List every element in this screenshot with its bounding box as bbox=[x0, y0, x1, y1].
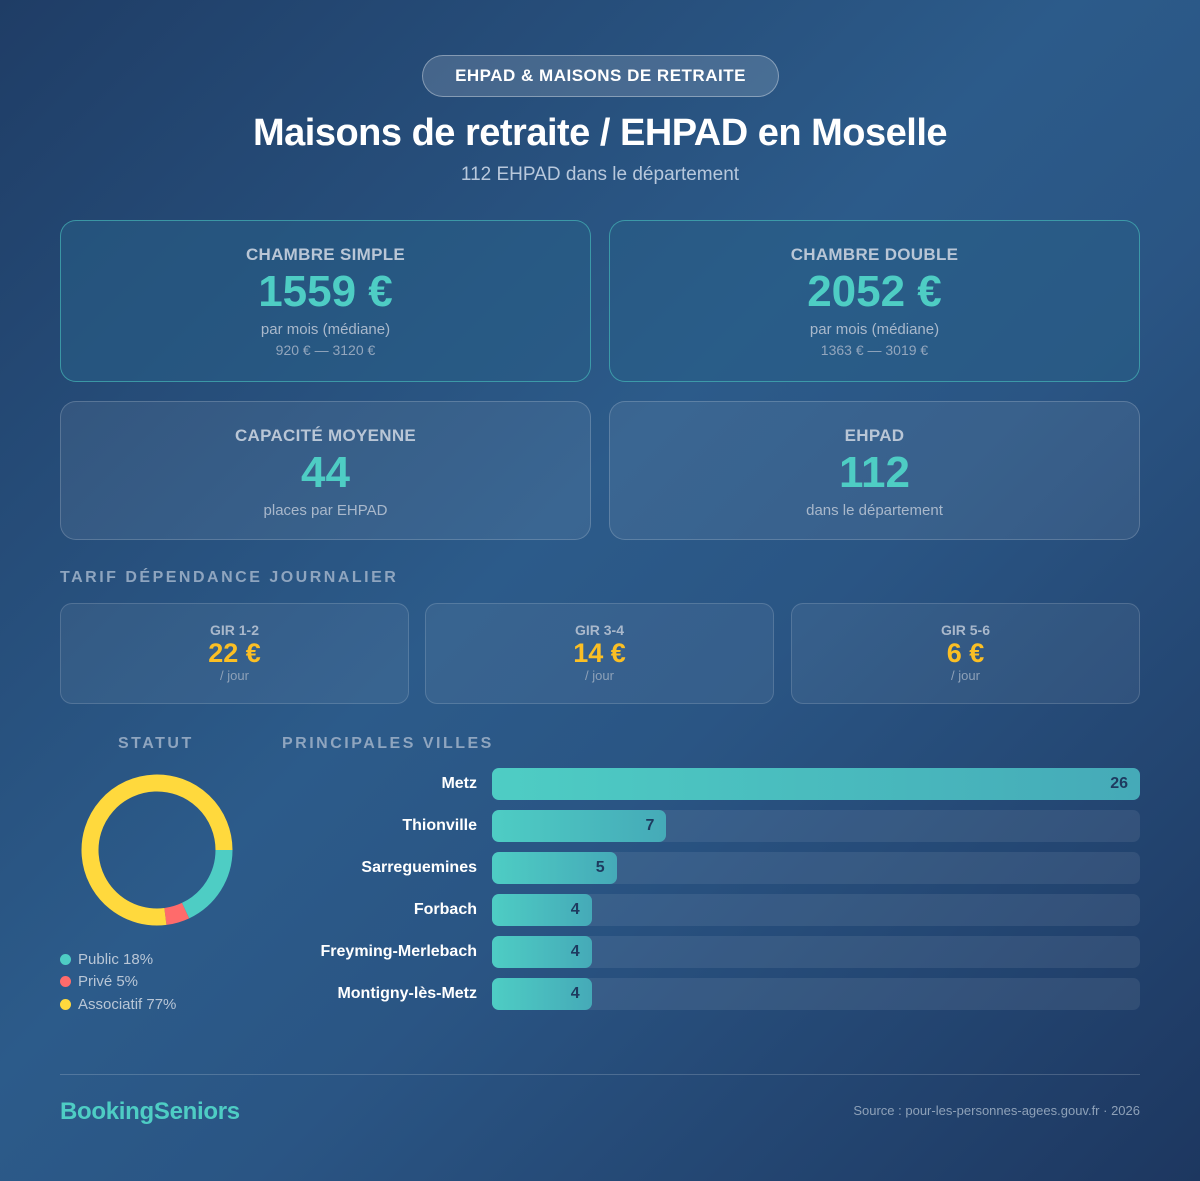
donut-slice-associatif bbox=[81, 774, 233, 926]
bar-row: Freyming-Merlebach 4 bbox=[290, 936, 1140, 968]
bar-value-label: 4 bbox=[570, 943, 580, 960]
bar-row: Montigny-lès-Metz 4 bbox=[290, 978, 1140, 1010]
bar-value-label: 4 bbox=[570, 901, 580, 918]
gir-card-3-4: GIR 3-4 14 € / jour bbox=[425, 603, 774, 704]
card-label: CAPACITÉ MOYENNE bbox=[234, 426, 417, 445]
bar-row: Forbach 4 bbox=[290, 894, 1140, 926]
legend-dot bbox=[60, 976, 71, 988]
card-label: EHPAD bbox=[844, 426, 905, 445]
card-value: 2052 € bbox=[807, 267, 942, 316]
brand-logo: BookingSeniors bbox=[60, 1098, 240, 1125]
card-sub: places par EHPAD bbox=[263, 502, 388, 519]
gir-unit: / jour bbox=[220, 668, 249, 683]
gir-label: GIR 5-6 bbox=[940, 622, 990, 638]
legend-item-prive: Privé 5% bbox=[60, 971, 176, 994]
bar-track: 4 bbox=[492, 936, 1140, 968]
gir-unit: / jour bbox=[585, 668, 614, 683]
gir-value: 22 € bbox=[208, 638, 261, 668]
gir-value: 6 € bbox=[946, 638, 985, 668]
card-value: 112 bbox=[839, 448, 910, 497]
gir-label: GIR 1-2 bbox=[209, 622, 259, 638]
gir-value: 14 € bbox=[573, 638, 626, 668]
bar-label: Forbach bbox=[413, 901, 477, 918]
bar: 4 bbox=[492, 978, 592, 1010]
bar: 7 bbox=[492, 810, 667, 842]
card-capacite: CAPACITÉ MOYENNE 44 places par EHPAD bbox=[60, 401, 591, 540]
bar-track: 7 bbox=[492, 810, 1140, 842]
section-title-statut: STATUT bbox=[118, 735, 194, 752]
legend-label: Public 18% bbox=[78, 950, 154, 968]
section-title-dependance: TARIF DÉPENDANCE JOURNALIER bbox=[60, 569, 399, 586]
bar-label: Freyming-Merlebach bbox=[320, 943, 477, 960]
bar-track: 26 bbox=[492, 768, 1140, 800]
source-text: Source : pour-les-personnes-agees.gouv.f… bbox=[853, 1103, 1140, 1118]
card-chambre-simple: CHAMBRE SIMPLE 1559 € par mois (médiane)… bbox=[60, 220, 591, 382]
card-chambre-double: CHAMBRE DOUBLE 2052 € par mois (médiane)… bbox=[609, 220, 1140, 382]
bar: 4 bbox=[492, 894, 592, 926]
card-range: 920 € — 3120 € bbox=[275, 342, 376, 358]
bar-value-label: 4 bbox=[570, 985, 580, 1002]
card-sub: dans le département bbox=[806, 502, 943, 519]
page-title: Maisons de retraite / EHPAD en Moselle bbox=[252, 112, 948, 154]
bar-value-label: 7 bbox=[645, 817, 655, 834]
legend-dot bbox=[60, 953, 71, 965]
bar: 26 bbox=[492, 768, 1140, 800]
card-sub: par mois (médiane) bbox=[809, 321, 940, 338]
card-range: 1363 € — 3019 € bbox=[820, 342, 929, 358]
bar-label: Thionville bbox=[402, 817, 477, 834]
donut-slice-public bbox=[181, 849, 233, 919]
card-sub: par mois (médiane) bbox=[260, 321, 391, 338]
footer-divider bbox=[60, 1074, 1140, 1075]
bar-row: Thionville 7 bbox=[290, 810, 1140, 842]
page-subtitle: 112 EHPAD dans le département bbox=[460, 164, 740, 185]
legend-label: Associatif 77% bbox=[78, 995, 177, 1013]
bar-row: Metz 26 bbox=[290, 768, 1140, 800]
card-label: CHAMBRE SIMPLE bbox=[245, 245, 406, 264]
card-ehpad-count: EHPAD 112 dans le département bbox=[609, 401, 1140, 540]
bar-value-label: 26 bbox=[1110, 775, 1128, 792]
bar-track: 4 bbox=[492, 894, 1140, 926]
card-value: 44 bbox=[301, 448, 350, 497]
bar-label: Metz bbox=[441, 775, 477, 792]
bar: 5 bbox=[492, 852, 617, 884]
bar: 4 bbox=[492, 936, 592, 968]
bar-label: Sarreguemines bbox=[361, 859, 477, 876]
category-badge: EHPAD & MAISONS DE RETRAITE bbox=[422, 55, 779, 97]
bar-label: Montigny-lès-Metz bbox=[337, 985, 477, 1002]
bar-value-label: 5 bbox=[595, 859, 605, 876]
donut-legend: Public 18% Privé 5% Associatif 77% bbox=[60, 948, 176, 1016]
legend-item-associatif: Associatif 77% bbox=[60, 993, 176, 1016]
status-donut-chart bbox=[81, 774, 233, 926]
gir-card-1-2: GIR 1-2 22 € / jour bbox=[60, 603, 409, 704]
legend-dot bbox=[60, 998, 71, 1010]
gir-unit: / jour bbox=[951, 668, 980, 683]
card-label: CHAMBRE DOUBLE bbox=[790, 245, 959, 264]
bar-track: 5 bbox=[492, 852, 1140, 884]
bar-track: 4 bbox=[492, 978, 1140, 1010]
section-title-villes: PRINCIPALES VILLES bbox=[282, 735, 494, 752]
gir-card-5-6: GIR 5-6 6 € / jour bbox=[791, 603, 1140, 704]
legend-item-public: Public 18% bbox=[60, 948, 176, 971]
legend-label: Privé 5% bbox=[78, 973, 139, 991]
card-value: 1559 € bbox=[258, 267, 393, 316]
gir-label: GIR 3-4 bbox=[574, 622, 624, 638]
bar-row: Sarreguemines 5 bbox=[290, 852, 1140, 884]
donut-slice-privé bbox=[164, 902, 190, 925]
